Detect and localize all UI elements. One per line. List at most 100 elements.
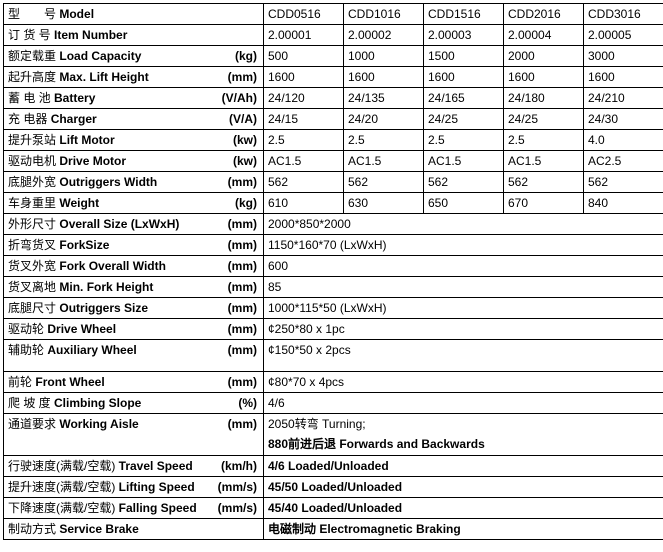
spec-row: 提升泵站 Lift Motor (kw) 2.5 2.5 2.5 2.5 4.0 [3,129,663,151]
spec-row: 蓄 电 池 Battery (V/Ah) 24/120 24/135 24/165 24/… [3,87,663,109]
spec-value: 2.5 [503,129,584,151]
spec-value: 562 [343,171,424,193]
value-text-2: 880前进后退 Forwards and Backwards [268,437,485,451]
unit: (mm) [227,280,257,294]
label-cn: 制动方式 [8,522,57,536]
spec-value: 2000*850*2000 [263,213,663,235]
spec-label: 提升速度(满载/空载) Lifting Speed (mm/s) [3,476,264,498]
label-cn: 驱动电机 [8,154,57,168]
spec-value: 45/40 Loaded/Unloaded [263,497,663,519]
spec-value: 1600 [343,66,424,88]
spec-row: 通道要求 Working Aisle (mm) 2050转弯 Turning; 880… [3,413,663,456]
spec-value: 1500 [423,45,504,67]
label-cn: 货叉外宽 [8,259,57,273]
label-cn: 型 号 [8,7,57,21]
value-text: 600 [268,259,289,273]
spec-value: 1600 [583,66,663,88]
value-text: 4/6 Loaded/Unloaded [268,459,389,473]
label-cn: 下降速度(满载/空载) [8,501,116,515]
unit: (kw) [233,154,257,168]
spec-label: 行驶速度(满载/空载) Travel Speed (km/h) [3,455,264,477]
label-cn: 折弯货叉 [8,238,57,252]
label-en: Working Aisle [59,417,139,431]
label-cn: 前轮 [8,375,33,389]
unit: (mm) [227,343,257,357]
value-text: 4/6 [268,396,285,410]
spec-value: 650 [423,192,504,214]
unit: (V/Ah) [221,91,257,105]
label-en: Weight [59,196,100,210]
spec-label: 货叉离地 Min. Fork Height (mm) [3,276,264,298]
spec-label: 驱动电机 Drive Motor (kw) [3,150,264,172]
label-cn: 底腿尺寸 [8,301,57,315]
spec-value: 24/20 [343,108,424,130]
spec-label: 蓄 电 池 Battery (V/Ah) [3,87,264,109]
spec-value: 2.00005 [583,24,663,46]
spec-row: 货叉离地 Min. Fork Height (mm) 85 [3,276,663,298]
spec-row: 型 号 Model CDD0516 CDD1016 CDD1516 CDD2016 CDD… [3,3,663,25]
spec-value: 670 [503,192,584,214]
spec-value: AC1.5 [503,150,584,172]
spec-row: 前轮 Front Wheel (mm) ¢80*70 x 4pcs [3,371,663,393]
label-cn: 蓄 电 池 [8,91,51,105]
unit: (mm) [227,375,257,389]
label-en: Outriggers Width [59,175,158,189]
spec-label: 充 电器 Charger (V/A) [3,108,264,130]
value-text: 2050转弯 Turning; [268,417,366,431]
value-text: 2000*850*2000 [268,217,351,231]
unit: (mm) [227,217,257,231]
spec-value: CDD1516 [423,3,504,25]
label-cn: 提升泵站 [8,133,57,147]
label-cn: 驱动轮 [8,322,45,336]
label-cn: 充 电器 [8,112,48,126]
spec-label: 制动方式 Service Brake [3,518,264,540]
value-text: ¢250*80 x 1pc [268,322,345,336]
spec-row: 提升速度(满载/空载) Lifting Speed (mm/s) 45/50 Loa… [3,476,663,498]
spec-row: 外形尺寸 Overall Size (LxWxH) (mm) 2000*850*20… [3,213,663,235]
spec-row: 底腿尺寸 Outriggers Size (mm) 1000*115*50 (LxW… [3,297,663,319]
label-cn: 额定载重 [8,49,57,63]
spec-row: 起升高度 Max. Lift Height (mm) 1600 1600 1600 160… [3,66,663,88]
spec-value: 610 [263,192,344,214]
spec-value: AC1.5 [343,150,424,172]
spec-value: 24/165 [423,87,504,109]
label-cn: 底腿外宽 [8,175,57,189]
label-en: Lifting Speed [118,480,195,494]
spec-row: 下降速度(满载/空载) Falling Speed (mm/s) 45/40 Loa… [3,497,663,519]
label-cn: 起升高度 [8,70,57,84]
label-en: Overall Size (LxWxH) [59,217,180,231]
spec-label: 驱动轮 Drive Wheel (mm) [3,318,264,340]
unit: (mm) [227,301,257,315]
spec-label: 车身重里 Weight (kg) [3,192,264,214]
spec-value: 600 [263,255,663,277]
value-text: 45/50 Loaded/Unloaded [268,480,403,494]
spec-label: 额定载重 Load Capacity (kg) [3,45,264,67]
unit: (mm) [227,322,257,336]
value-text: 85 [268,280,282,294]
spec-label: 型 号 Model [3,3,264,25]
label-cn: 车身重里 [8,196,57,210]
spec-value: 562 [583,171,663,193]
spec-value: 24/25 [503,108,584,130]
spec-value: 24/120 [263,87,344,109]
spec-value: 24/15 [263,108,344,130]
label-en: Min. Fork Height [59,280,154,294]
spec-value: ¢150*50 x 2pcs [263,339,663,372]
unit: (kg) [235,196,257,210]
spec-value: 562 [503,171,584,193]
label-en: Climbing Slope [54,396,142,410]
spec-row: 货叉外宽 Fork Overall Width (mm) 600 [3,255,663,277]
spec-label: 起升高度 Max. Lift Height (mm) [3,66,264,88]
unit: (mm) [227,417,257,431]
label-en: Lift Motor [59,133,115,147]
label-cn: 行驶速度(满载/空载) [8,459,116,473]
spec-row: 驱动轮 Drive Wheel (mm) ¢250*80 x 1pc [3,318,663,340]
unit: (mm) [227,238,257,252]
spec-value: 24/30 [583,108,663,130]
spec-label: 外形尺寸 Overall Size (LxWxH) (mm) [3,213,264,235]
spec-row: 驱动电机 Drive Motor (kw) AC1.5 AC1.5 AC1.5 AC1.5… [3,150,663,172]
label-en: Front Wheel [35,375,105,389]
spec-label: 通道要求 Working Aisle (mm) [3,413,264,456]
label-en: Item Number [54,28,128,42]
value-text: 1000*115*50 (LxWxH) [268,301,387,315]
